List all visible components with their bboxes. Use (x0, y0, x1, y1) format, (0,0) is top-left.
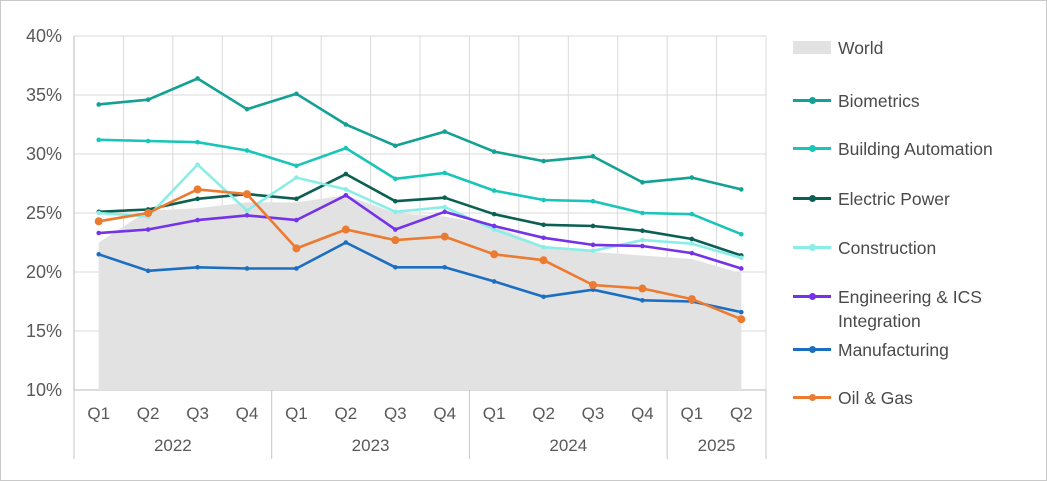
legend-label: Manufacturing (838, 340, 949, 360)
x-quarter-label: Q1 (87, 404, 110, 423)
x-axis-labels: Q1 Q2 Q3 Q4 Q1 Q2 Q3 Q4 Q1 Q2 Q3 Q4 Q1 Q2 2022 2023 2024… (73, 390, 767, 459)
legend-item-building-automation: Building Automation (793, 137, 993, 161)
x-year-label: 2025 (698, 436, 736, 455)
legend-label: Biometrics (838, 91, 920, 111)
x-quarter-label: Q3 (186, 404, 209, 423)
x-quarter-label: Q2 (532, 404, 555, 423)
y-tick-label: 20% (26, 262, 62, 282)
x-quarter-label: Q2 (335, 404, 358, 423)
y-axis-labels: 40% 35% 30% 25% 20% 15% 10% (26, 26, 62, 400)
x-year-label: 2023 (352, 436, 390, 455)
legend-item-world: World (793, 36, 883, 60)
legend-item-engineering-ics-integration: Engineering & ICS Integration (793, 285, 1033, 333)
x-quarter-label: Q4 (433, 404, 456, 423)
x-quarter-label: Q2 (137, 404, 160, 423)
engineering-ics-line-swatch (793, 285, 831, 309)
legend-label: Electric Power (838, 189, 950, 209)
oil-gas-line-swatch (793, 386, 831, 410)
legend-item-electric-power: Electric Power (793, 187, 950, 211)
x-quarter-label: Q1 (681, 404, 704, 423)
y-tick-label: 30% (26, 144, 62, 164)
series-construction (96, 162, 744, 261)
legend-label: World (838, 38, 884, 58)
building-automation-line-swatch (793, 137, 831, 161)
series-world (98, 195, 742, 390)
x-quarter-label: Q3 (582, 404, 605, 423)
x-quarter-label: Q1 (483, 404, 506, 423)
x-quarter-label: Q4 (236, 404, 259, 423)
construction-line-swatch (793, 236, 831, 260)
x-quarter-label: Q1 (285, 404, 308, 423)
legend-item-construction: Construction (793, 236, 936, 260)
legend-item-manufacturing: Manufacturing (793, 338, 949, 362)
biometrics-line-swatch (793, 89, 831, 113)
y-tick-label: 25% (26, 203, 62, 223)
manufacturing-line-swatch (793, 338, 831, 362)
y-tick-label: 10% (26, 380, 62, 400)
legend-label: Engineering & ICS Integration (838, 287, 982, 331)
x-quarter-label: Q3 (384, 404, 407, 423)
electric-power-line-swatch (793, 187, 831, 211)
series-oil-gas (94, 185, 746, 324)
world-area-swatch (793, 36, 831, 60)
legend-item-biometrics: Biometrics (793, 89, 920, 113)
series-biometrics (96, 76, 744, 192)
y-tick-label: 35% (26, 85, 62, 105)
x-year-label: 2022 (154, 436, 192, 455)
series-engineering-ics-integration (96, 193, 744, 271)
legend-label: Oil & Gas (838, 388, 913, 408)
legend-label: Construction (838, 238, 937, 258)
x-quarter-label: Q2 (730, 404, 753, 423)
legend-label: Building Automation (838, 139, 993, 159)
legend-item-oil-gas: Oil & Gas (793, 386, 913, 410)
y-tick-label: 40% (26, 26, 62, 46)
x-quarter-label: Q4 (631, 404, 654, 423)
chart-legend: World Biometrics Building Automation Ele… (793, 1, 1043, 480)
x-year-label: 2024 (549, 436, 587, 455)
y-tick-label: 15% (26, 321, 62, 341)
series-building-automation (96, 137, 744, 237)
